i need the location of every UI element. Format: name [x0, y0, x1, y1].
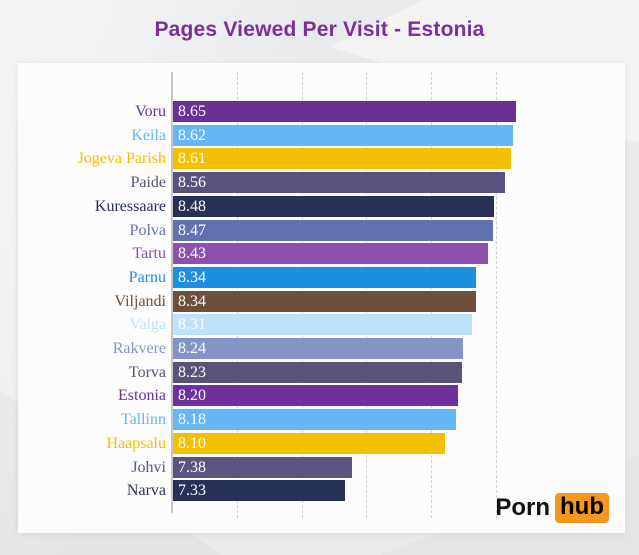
value-label: 8.10: [178, 434, 206, 452]
category-label: Polva: [129, 221, 166, 239]
bar-row: Torva 8.23: [18, 361, 625, 383]
bar-row: Rakvere 8.24: [18, 338, 625, 359]
bar-row: Tartu 8.43: [18, 243, 625, 265]
bar-row: Estonia 8.20: [18, 385, 625, 407]
pornhub-logo: Porn hub: [495, 493, 609, 523]
category-label: Jogeva Parish: [77, 150, 166, 168]
category-label: Tartu: [132, 245, 166, 263]
category-label: Estonia: [118, 387, 166, 405]
category-label: Viljandi: [114, 292, 166, 310]
bar: [173, 314, 473, 336]
bar-row: Viljandi 8.34: [18, 290, 625, 312]
category-label: Parnu: [128, 268, 166, 286]
value-label: 7.33: [178, 482, 206, 500]
bar-row: Paide 8.56: [18, 172, 625, 194]
bar: [173, 243, 488, 265]
value-label: 8.18: [178, 411, 206, 429]
category-label: Johvi: [131, 458, 166, 476]
bar: [173, 266, 477, 288]
value-label: 8.47: [178, 221, 206, 239]
logo-hub: hub: [555, 493, 609, 523]
category-label: Valga: [129, 316, 166, 334]
value-label: 8.61: [178, 150, 206, 168]
value-label: 8.56: [178, 174, 206, 192]
category-label: Kuressaare: [94, 197, 166, 215]
bar: [173, 124, 513, 146]
bar: [173, 338, 464, 359]
category-label: Narva: [126, 482, 166, 500]
chart-panel: Voru 8.65 Keila 8.62 Jogeva Parish 8.61 Paide 8…: [18, 63, 625, 533]
bar-row: Jogeva Parish 8.61: [18, 148, 625, 170]
bar-row: Johvi 7.38: [18, 456, 625, 478]
bar-row: Haapsalu 8.10: [18, 432, 625, 454]
bar: [173, 148, 512, 170]
bar-row: Valga 8.31: [18, 314, 625, 336]
bar: [173, 361, 462, 383]
value-label: 7.38: [178, 458, 206, 476]
gridline: [496, 72, 497, 518]
value-label: 8.34: [178, 268, 206, 286]
category-label: Rakvere: [112, 340, 166, 357]
category-label: Haapsalu: [106, 434, 166, 452]
value-label: 8.34: [178, 292, 206, 310]
value-label: 8.62: [178, 126, 206, 144]
category-label: Voru: [135, 103, 166, 120]
logo-porn: Porn: [495, 494, 551, 521]
bar-row: Kuressaare 8.48: [18, 195, 625, 217]
bar: [173, 172, 505, 194]
bar-row: Narva 7.33: [18, 480, 625, 502]
plot-area: Voru 8.65 Keila 8.62 Jogeva Parish 8.61 Paide 8…: [18, 63, 625, 533]
bar-row: Voru 8.65: [18, 101, 625, 122]
bar: [173, 480, 346, 502]
category-label: Tallinn: [120, 411, 166, 429]
value-label: 8.23: [178, 363, 206, 381]
bar: [173, 195, 495, 217]
category-label: Paide: [130, 174, 166, 192]
category-label: Torva: [128, 363, 166, 381]
bar-row: Parnu 8.34: [18, 266, 625, 288]
bar-row: Polva 8.47: [18, 219, 625, 241]
bar: [173, 290, 477, 312]
value-label: 8.43: [178, 245, 206, 263]
bar: [173, 456, 352, 478]
bar: [173, 385, 459, 407]
bar: [173, 101, 517, 122]
value-label: 8.20: [178, 387, 206, 405]
y-axis-line: [171, 72, 173, 513]
chart-title: Pages Viewed Per Visit - Estonia: [154, 18, 485, 41]
bar: [173, 219, 494, 241]
value-label: 8.24: [178, 340, 206, 357]
bar: [173, 409, 456, 431]
bar-row: Keila 8.62: [18, 124, 625, 146]
bar: [173, 432, 446, 454]
bar-row: Tallinn 8.18: [18, 409, 625, 431]
value-label: 8.48: [178, 197, 206, 215]
value-label: 8.31: [178, 316, 206, 334]
value-label: 8.65: [178, 103, 206, 120]
category-label: Keila: [131, 126, 166, 144]
